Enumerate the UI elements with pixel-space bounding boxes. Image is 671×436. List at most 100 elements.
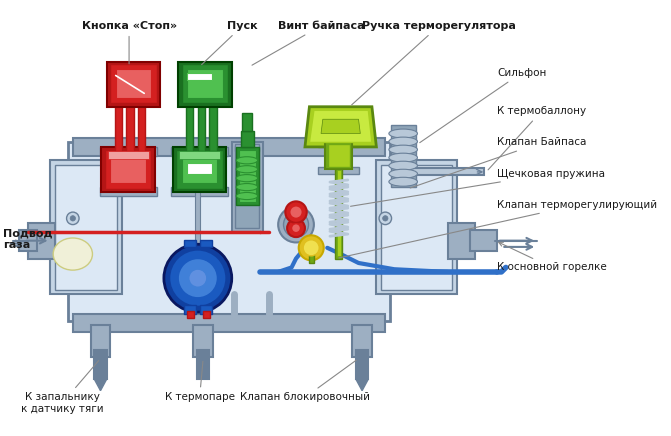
Bar xyxy=(187,98,193,151)
Bar xyxy=(236,146,260,228)
Circle shape xyxy=(379,212,392,225)
Bar xyxy=(182,156,217,183)
Text: Щечковая пружина: Щечковая пружина xyxy=(350,169,605,206)
Bar xyxy=(139,92,144,99)
Ellipse shape xyxy=(236,184,258,191)
Bar xyxy=(318,167,360,174)
Bar xyxy=(99,147,157,156)
Circle shape xyxy=(66,212,79,225)
Polygon shape xyxy=(309,110,372,143)
Circle shape xyxy=(290,206,302,218)
Circle shape xyxy=(169,249,226,307)
Ellipse shape xyxy=(389,177,417,186)
Bar xyxy=(210,92,215,99)
Bar xyxy=(28,223,55,259)
Bar xyxy=(173,147,226,191)
Bar xyxy=(179,151,220,159)
Bar xyxy=(407,168,484,175)
Bar xyxy=(336,169,342,259)
Bar xyxy=(99,187,157,196)
Ellipse shape xyxy=(236,157,258,164)
Bar xyxy=(68,143,390,321)
Text: Клапан блокировочный: Клапан блокировочный xyxy=(240,360,370,402)
Bar xyxy=(197,351,209,379)
Circle shape xyxy=(178,259,217,298)
Text: Подвод
газа: Подвод газа xyxy=(3,228,53,250)
Text: К термобаллону: К термобаллону xyxy=(488,106,586,170)
Text: Клапан Байпаса: Клапан Байпаса xyxy=(410,137,586,188)
Bar xyxy=(470,230,497,252)
Circle shape xyxy=(70,216,76,221)
Bar xyxy=(127,92,133,99)
Bar xyxy=(138,98,145,151)
Bar xyxy=(381,165,452,290)
Ellipse shape xyxy=(389,169,417,178)
Ellipse shape xyxy=(389,145,417,154)
Bar xyxy=(241,131,254,147)
Bar xyxy=(115,69,152,98)
Text: К термопаре: К термопаре xyxy=(164,361,235,402)
Bar xyxy=(101,147,155,191)
Circle shape xyxy=(278,207,314,242)
Polygon shape xyxy=(356,379,368,391)
Ellipse shape xyxy=(389,153,417,162)
Bar xyxy=(73,314,385,332)
Bar xyxy=(55,165,117,290)
Bar xyxy=(337,170,341,256)
Bar xyxy=(110,156,146,183)
Text: К основной горелке: К основной горелке xyxy=(497,242,607,272)
Ellipse shape xyxy=(389,161,417,170)
Bar xyxy=(236,144,260,151)
Bar xyxy=(187,69,223,98)
Bar xyxy=(94,351,107,379)
Bar xyxy=(184,240,196,247)
Bar xyxy=(309,247,314,263)
Bar xyxy=(231,143,263,232)
Ellipse shape xyxy=(236,166,258,173)
Bar xyxy=(19,230,37,252)
Ellipse shape xyxy=(389,137,417,146)
Circle shape xyxy=(164,244,231,312)
Bar xyxy=(182,64,228,103)
Text: Винт байпаса: Винт байпаса xyxy=(252,21,364,65)
Text: К запальнику
к датчику тяги: К запальнику к датчику тяги xyxy=(21,361,103,414)
Bar xyxy=(195,191,201,244)
Bar xyxy=(356,351,368,379)
Bar xyxy=(236,147,258,205)
Bar xyxy=(352,326,372,357)
Bar xyxy=(391,125,415,187)
Bar xyxy=(209,98,217,151)
Circle shape xyxy=(285,201,307,223)
Bar xyxy=(242,113,252,131)
Bar xyxy=(126,98,134,151)
Bar xyxy=(91,326,110,357)
Text: Кнопка «Стоп»: Кнопка «Стоп» xyxy=(81,21,176,64)
Bar xyxy=(203,311,210,318)
Polygon shape xyxy=(305,107,376,147)
Circle shape xyxy=(299,235,323,260)
Bar xyxy=(176,150,223,189)
Bar xyxy=(187,73,212,80)
Bar xyxy=(193,326,213,357)
Bar xyxy=(105,150,152,189)
Bar xyxy=(318,140,360,147)
Bar xyxy=(115,92,121,99)
Bar xyxy=(199,305,212,314)
Text: Клапан терморегулирующий: Клапан терморегулирующий xyxy=(339,200,657,258)
Bar xyxy=(107,62,160,107)
Ellipse shape xyxy=(53,238,93,270)
Bar xyxy=(325,143,352,169)
Bar xyxy=(73,138,385,156)
Bar xyxy=(107,151,149,159)
Polygon shape xyxy=(321,119,360,133)
Circle shape xyxy=(287,219,305,237)
Circle shape xyxy=(284,212,309,237)
Text: Ручка терморегулятора: Ручка терморегулятора xyxy=(352,21,516,105)
Bar xyxy=(187,92,193,99)
Text: Пуск: Пуск xyxy=(201,21,258,65)
Bar xyxy=(184,305,196,314)
Bar xyxy=(171,147,228,156)
Ellipse shape xyxy=(389,129,417,138)
Circle shape xyxy=(292,224,301,233)
Polygon shape xyxy=(94,379,107,391)
